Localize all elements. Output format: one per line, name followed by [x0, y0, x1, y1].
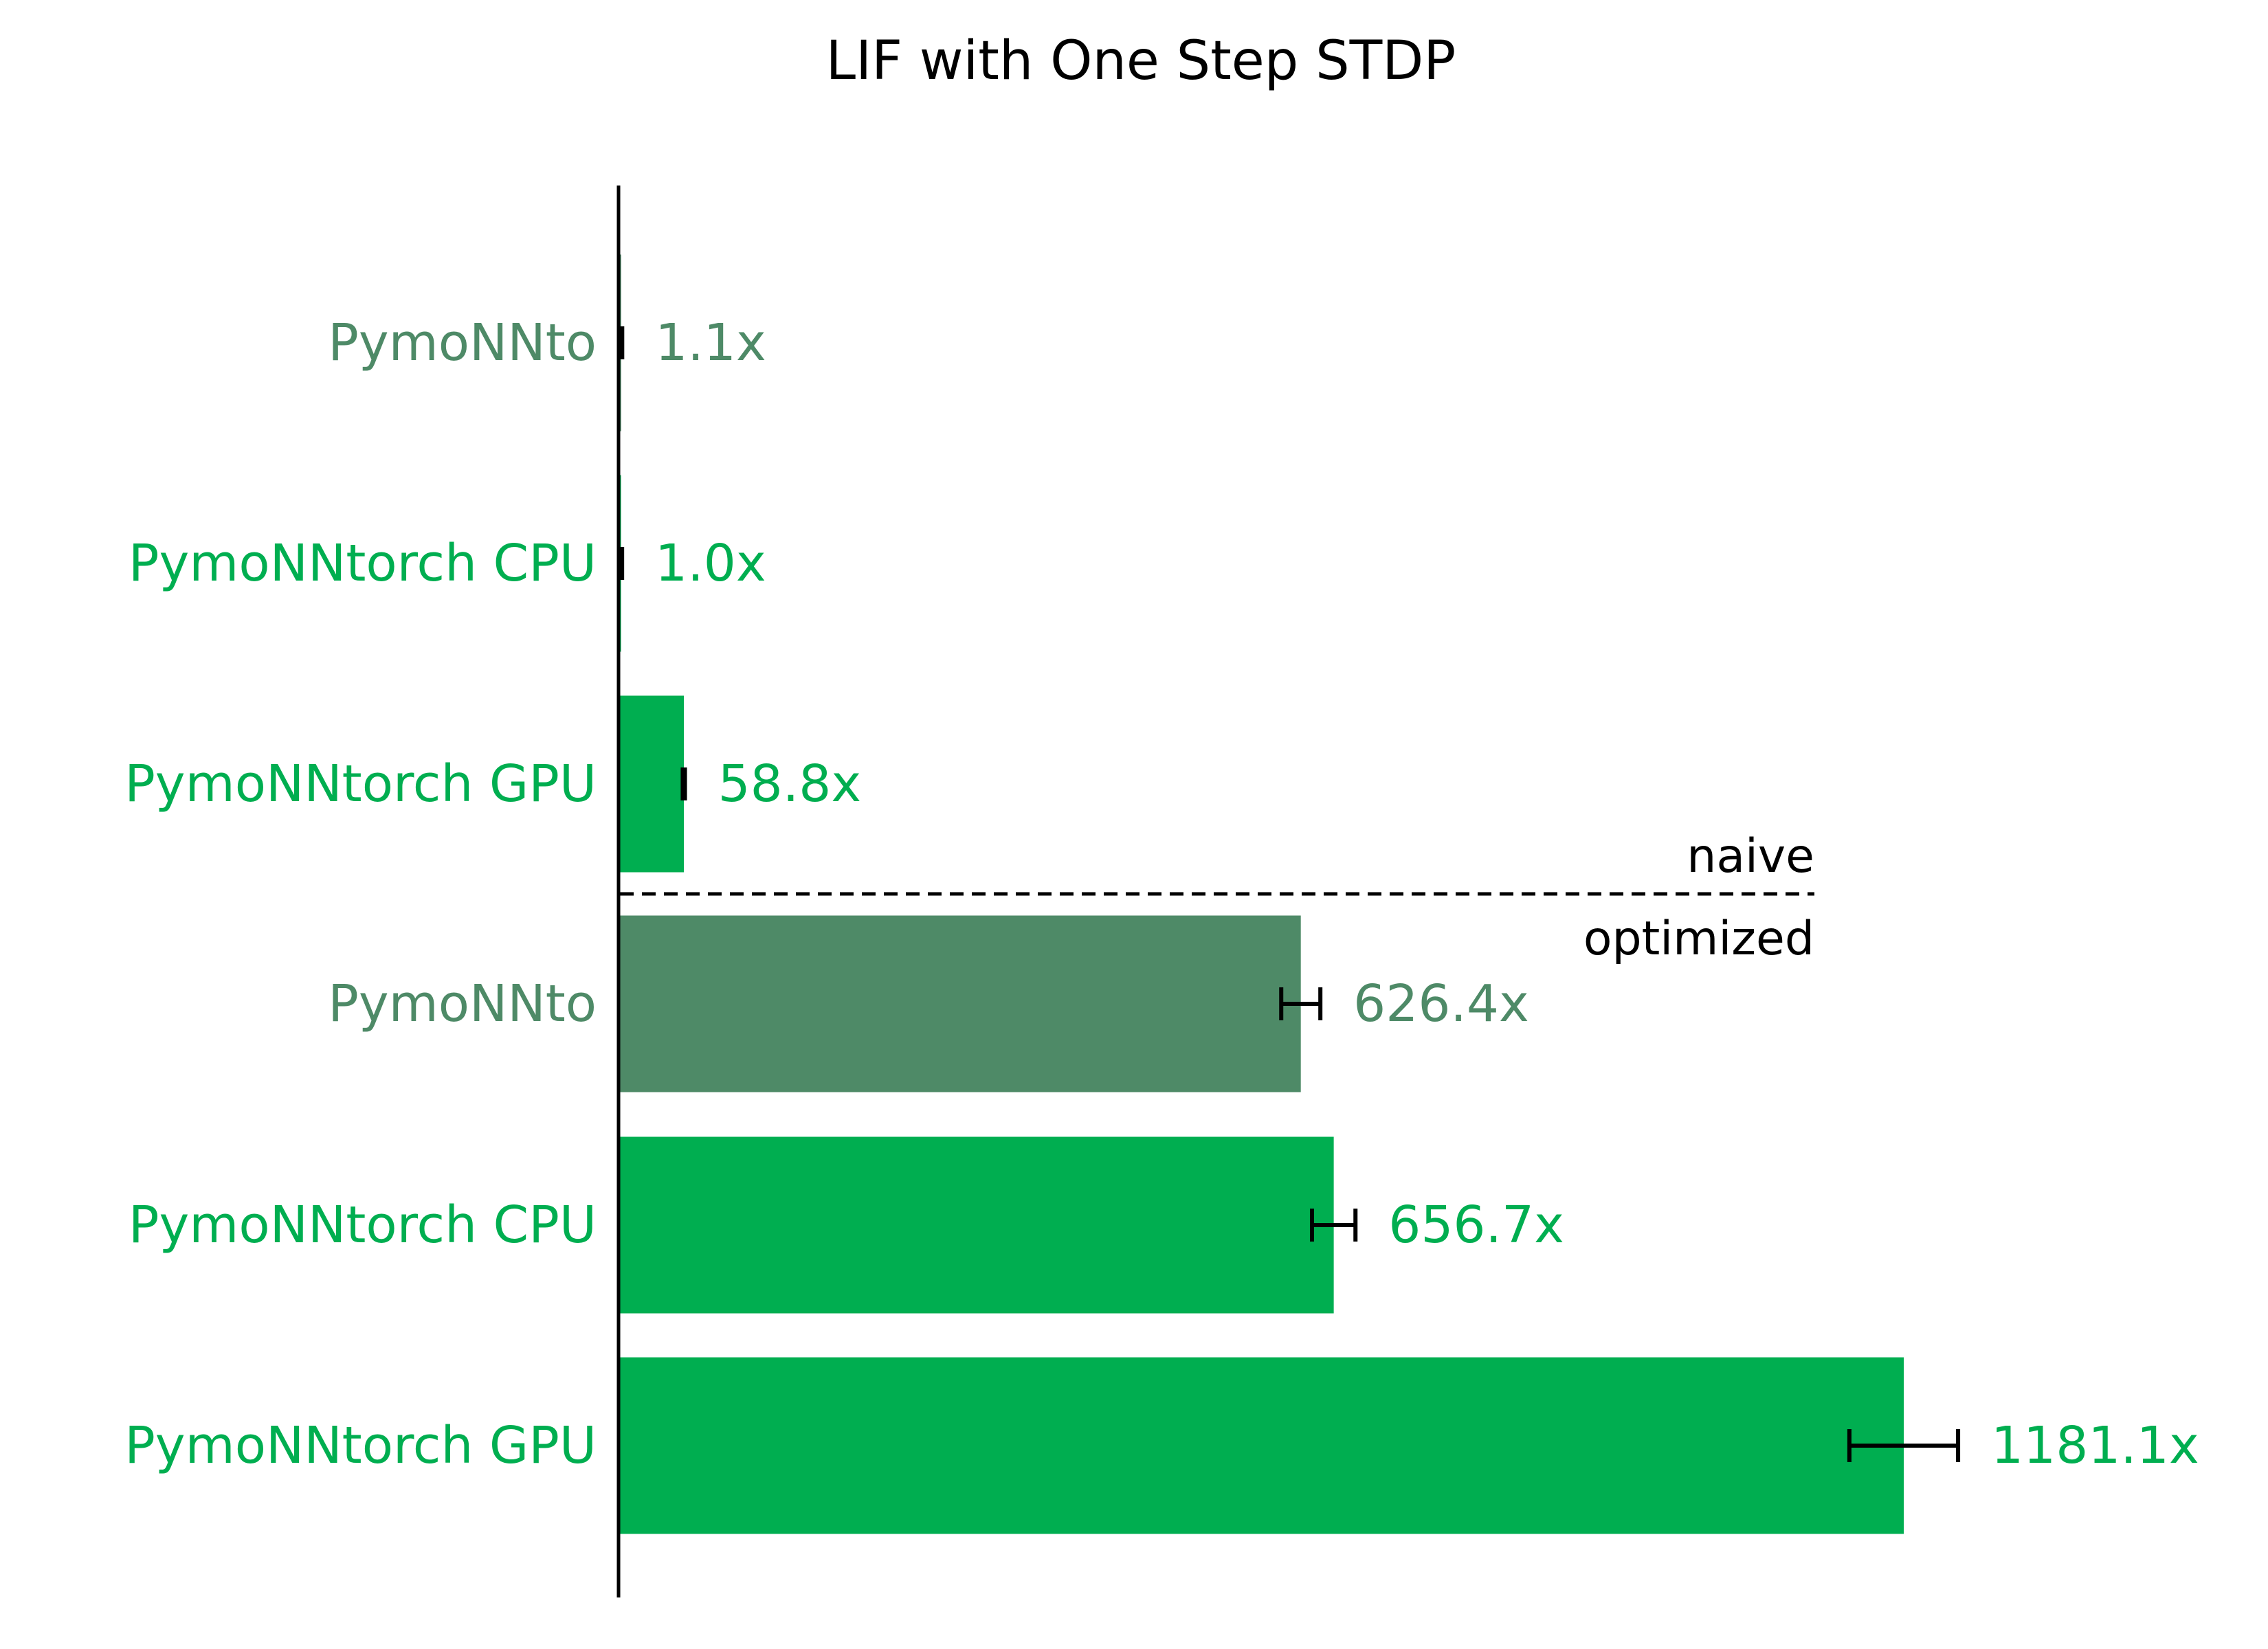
bar-5 — [620, 1357, 1904, 1534]
error-bar-3 — [1279, 987, 1323, 1020]
value-label-2: 58.8x — [718, 754, 862, 814]
value-label-3: 626.4x — [1353, 974, 1529, 1033]
chart-title: LIF with One Step STDP — [826, 30, 1456, 92]
error-bar-2 — [680, 767, 687, 800]
bar-4 — [620, 1136, 1334, 1314]
labels-layer: 1.1x PymoNNto 1.0x PymoNNtorch CPU 58.8x Pymo… — [124, 313, 2199, 1475]
bar-3 — [620, 915, 1301, 1092]
category-label-3: PymoNNto — [328, 974, 597, 1033]
category-label-4: PymoNNtorch CPU — [129, 1196, 597, 1255]
bar-2 — [620, 695, 684, 873]
category-label-0: PymoNNto — [328, 313, 597, 372]
category-label-1: PymoNNtorch CPU — [129, 534, 597, 593]
value-label-1: 1.0x — [655, 534, 766, 593]
category-label-2: PymoNNtorch GPU — [124, 754, 597, 814]
error-bar-0 — [618, 326, 625, 359]
value-label-5: 1181.1x — [1991, 1416, 2199, 1475]
bars-layer — [618, 254, 1961, 1534]
error-bar-5 — [1847, 1429, 1961, 1462]
value-label-4: 656.7x — [1388, 1196, 1564, 1255]
error-bar-4 — [1309, 1209, 1358, 1242]
divider-label-naive: naive — [1687, 829, 1814, 884]
divider-label-optimized: optimized — [1583, 912, 1814, 966]
category-label-5: PymoNNtorch GPU — [124, 1416, 597, 1475]
value-label-0: 1.1x — [655, 313, 766, 372]
